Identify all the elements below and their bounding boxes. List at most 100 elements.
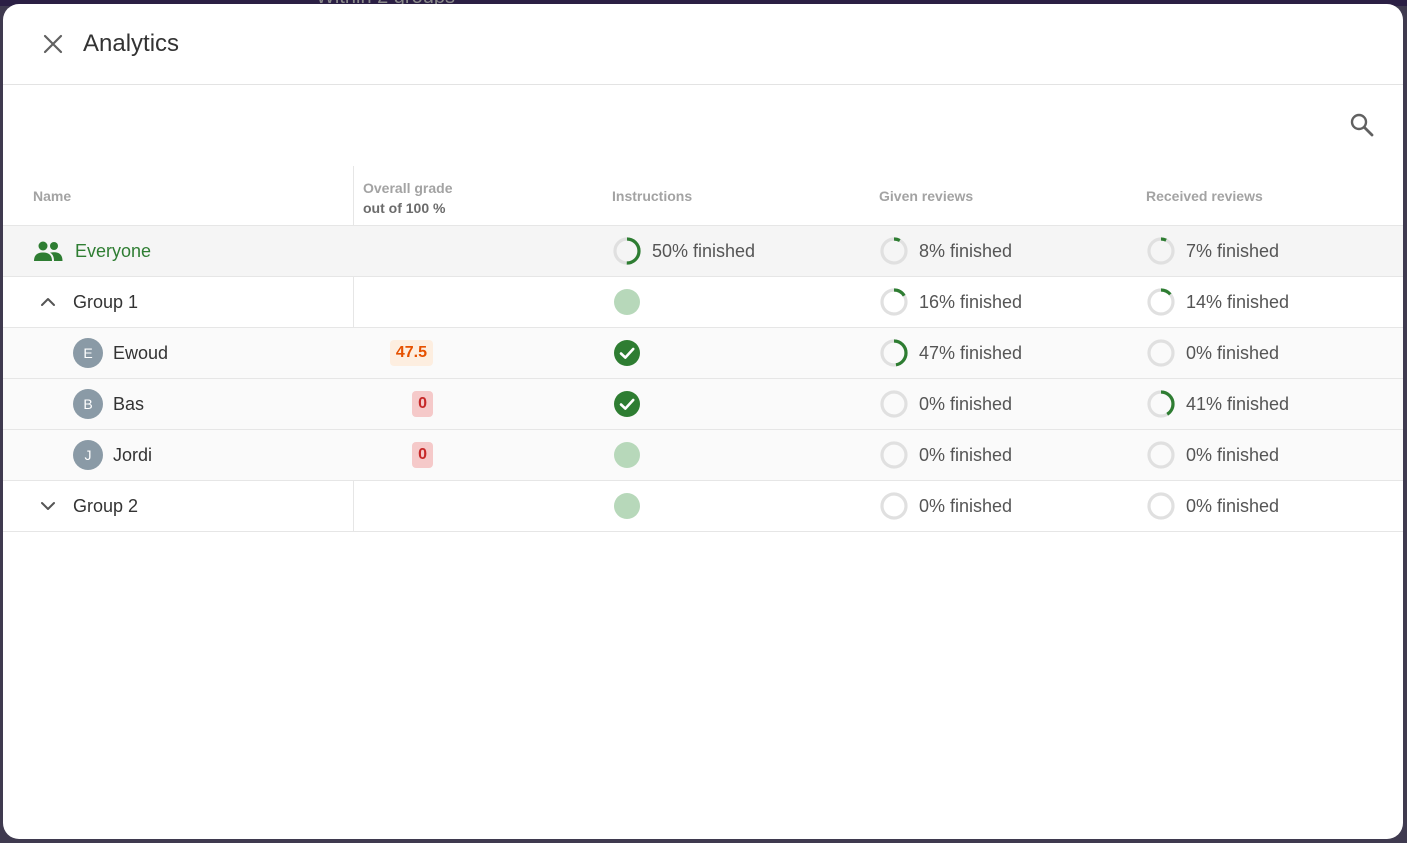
progress-ring-icon	[1147, 390, 1175, 418]
given-reviews-cell: 8% finished	[879, 226, 1012, 276]
received-reviews-progress: 0% finished	[1146, 440, 1279, 470]
progress-ring-icon	[1147, 441, 1175, 469]
given-reviews-cell: 0% finished	[879, 379, 1012, 429]
received-reviews-cell: 41% finished	[1146, 379, 1289, 429]
chevron-up-icon	[41, 298, 55, 306]
analytics-dialog: Analytics Name Overall grade out of 100 …	[3, 4, 1403, 839]
grade-cell: 0	[363, 379, 433, 429]
name-cell: Everyone	[33, 226, 151, 276]
header-grade-subtitle: out of 100 %	[363, 200, 446, 216]
instructions-cell: 50% finished	[612, 226, 755, 276]
progress-label: 7% finished	[1186, 240, 1280, 261]
header-instructions[interactable]: Instructions	[612, 188, 693, 204]
progress-ring-icon	[1147, 492, 1175, 520]
progress-ring-icon	[880, 390, 908, 418]
received-reviews-cell: 14% finished	[1146, 277, 1289, 327]
given-reviews-progress: 0% finished	[879, 491, 1012, 521]
backdrop	[0, 0, 1407, 6]
received-reviews-cell: 0% finished	[1146, 481, 1279, 531]
grade-cell	[363, 277, 433, 327]
received-reviews-progress: 0% finished	[1146, 491, 1279, 521]
name-cell: B Bas	[73, 379, 144, 429]
member-name: Bas	[113, 393, 145, 414]
header-received-reviews[interactable]: Received reviews	[1146, 188, 1263, 204]
search-button[interactable]	[1347, 110, 1377, 140]
progress-ring-icon	[1147, 288, 1175, 316]
avatar: B	[73, 389, 103, 419]
close-icon	[43, 34, 63, 54]
group-name: Group 2	[73, 495, 139, 516]
progress-label: 47% finished	[919, 342, 1023, 363]
progress-ring-icon	[880, 237, 908, 265]
check-circle-icon	[614, 340, 640, 366]
instructions-cell	[612, 481, 640, 531]
grade-badge: 0	[412, 442, 433, 468]
progress-ring-icon	[880, 288, 908, 316]
received-reviews-cell: 7% finished	[1146, 226, 1279, 276]
member-row[interactable]: J Jordi 0 0% finished 0% finished	[3, 430, 1403, 481]
people-icon	[34, 241, 63, 261]
instructions-cell	[612, 277, 640, 327]
received-reviews-progress: 41% finished	[1146, 389, 1289, 419]
received-reviews-progress: 7% finished	[1146, 236, 1279, 266]
progress-ring-icon	[613, 237, 641, 265]
progress-label: 8% finished	[919, 240, 1013, 261]
name-cell: Group 1	[33, 277, 138, 327]
instructions-cell	[612, 328, 641, 378]
given-reviews-progress: 0% finished	[879, 440, 1012, 470]
group-row[interactable]: Group 2 0% finished 0% finished	[3, 481, 1403, 532]
progress-label: 0% finished	[1186, 342, 1280, 363]
table-body: Everyone 50% finished 8% finished 7% finish…	[3, 226, 1403, 532]
member-row[interactable]: E Ewoud 47.5 47% finished 0% finished	[3, 328, 1403, 379]
check-circle-icon	[614, 391, 640, 417]
table-header: Name Overall grade out of 100 % Instruct…	[3, 166, 1403, 226]
header-grade-title: Overall grade	[363, 180, 453, 196]
collapse-group-button[interactable]	[33, 287, 63, 317]
close-button[interactable]	[37, 28, 69, 60]
member-name: Ewoud	[113, 342, 169, 363]
progress-label: 41% finished	[1186, 393, 1290, 414]
grade-badge: 0	[412, 391, 433, 417]
member-row[interactable]: B Bas 0 0% finished 41% finished	[3, 379, 1403, 430]
given-reviews-cell: 16% finished	[879, 277, 1022, 327]
everyone-label[interactable]: Everyone	[75, 240, 152, 261]
name-cell: J Jordi	[73, 430, 152, 480]
progress-label: 0% finished	[1186, 495, 1280, 516]
instructions-cell	[612, 430, 640, 480]
dialog-header: Analytics	[3, 4, 1403, 85]
progress-ring-icon	[880, 339, 908, 367]
given-reviews-progress: 8% finished	[879, 236, 1012, 266]
received-reviews-progress: 14% finished	[1146, 287, 1289, 317]
given-reviews-progress: 47% finished	[879, 338, 1022, 368]
pending-dot-icon	[614, 289, 640, 315]
progress-label: 16% finished	[919, 291, 1023, 312]
expand-group-button[interactable]	[33, 491, 63, 521]
grade-cell: 0	[363, 430, 433, 480]
progress-label: 50% finished	[652, 240, 756, 261]
group-row[interactable]: Group 1 16% finished 14% finished	[3, 277, 1403, 328]
header-given-reviews[interactable]: Given reviews	[879, 188, 974, 204]
progress-ring-icon	[880, 441, 908, 469]
given-reviews-progress: 16% finished	[879, 287, 1022, 317]
progress-label: 0% finished	[919, 444, 1013, 465]
given-reviews-progress: 0% finished	[879, 389, 1012, 419]
given-reviews-cell: 47% finished	[879, 328, 1022, 378]
instructions-cell	[612, 379, 641, 429]
chevron-down-icon	[41, 502, 55, 510]
progress-label: 0% finished	[919, 495, 1013, 516]
progress-label: 0% finished	[919, 393, 1013, 414]
everyone-row[interactable]: Everyone 50% finished 8% finished 7% finish…	[3, 226, 1403, 277]
pending-dot-icon	[614, 442, 640, 468]
analytics-table: Name Overall grade out of 100 % Instruct…	[3, 166, 1403, 532]
instructions-progress: 50% finished	[612, 236, 755, 266]
given-reviews-cell: 0% finished	[879, 430, 1012, 480]
avatar: E	[73, 338, 103, 368]
header-name[interactable]: Name	[33, 188, 72, 204]
progress-ring-icon	[1147, 237, 1175, 265]
name-cell: E Ewoud	[73, 328, 168, 378]
header-grade[interactable]: Overall grade out of 100 %	[363, 178, 453, 218]
given-reviews-cell: 0% finished	[879, 481, 1012, 531]
progress-label: 14% finished	[1186, 291, 1290, 312]
received-reviews-cell: 0% finished	[1146, 328, 1279, 378]
progress-ring-icon	[1147, 339, 1175, 367]
